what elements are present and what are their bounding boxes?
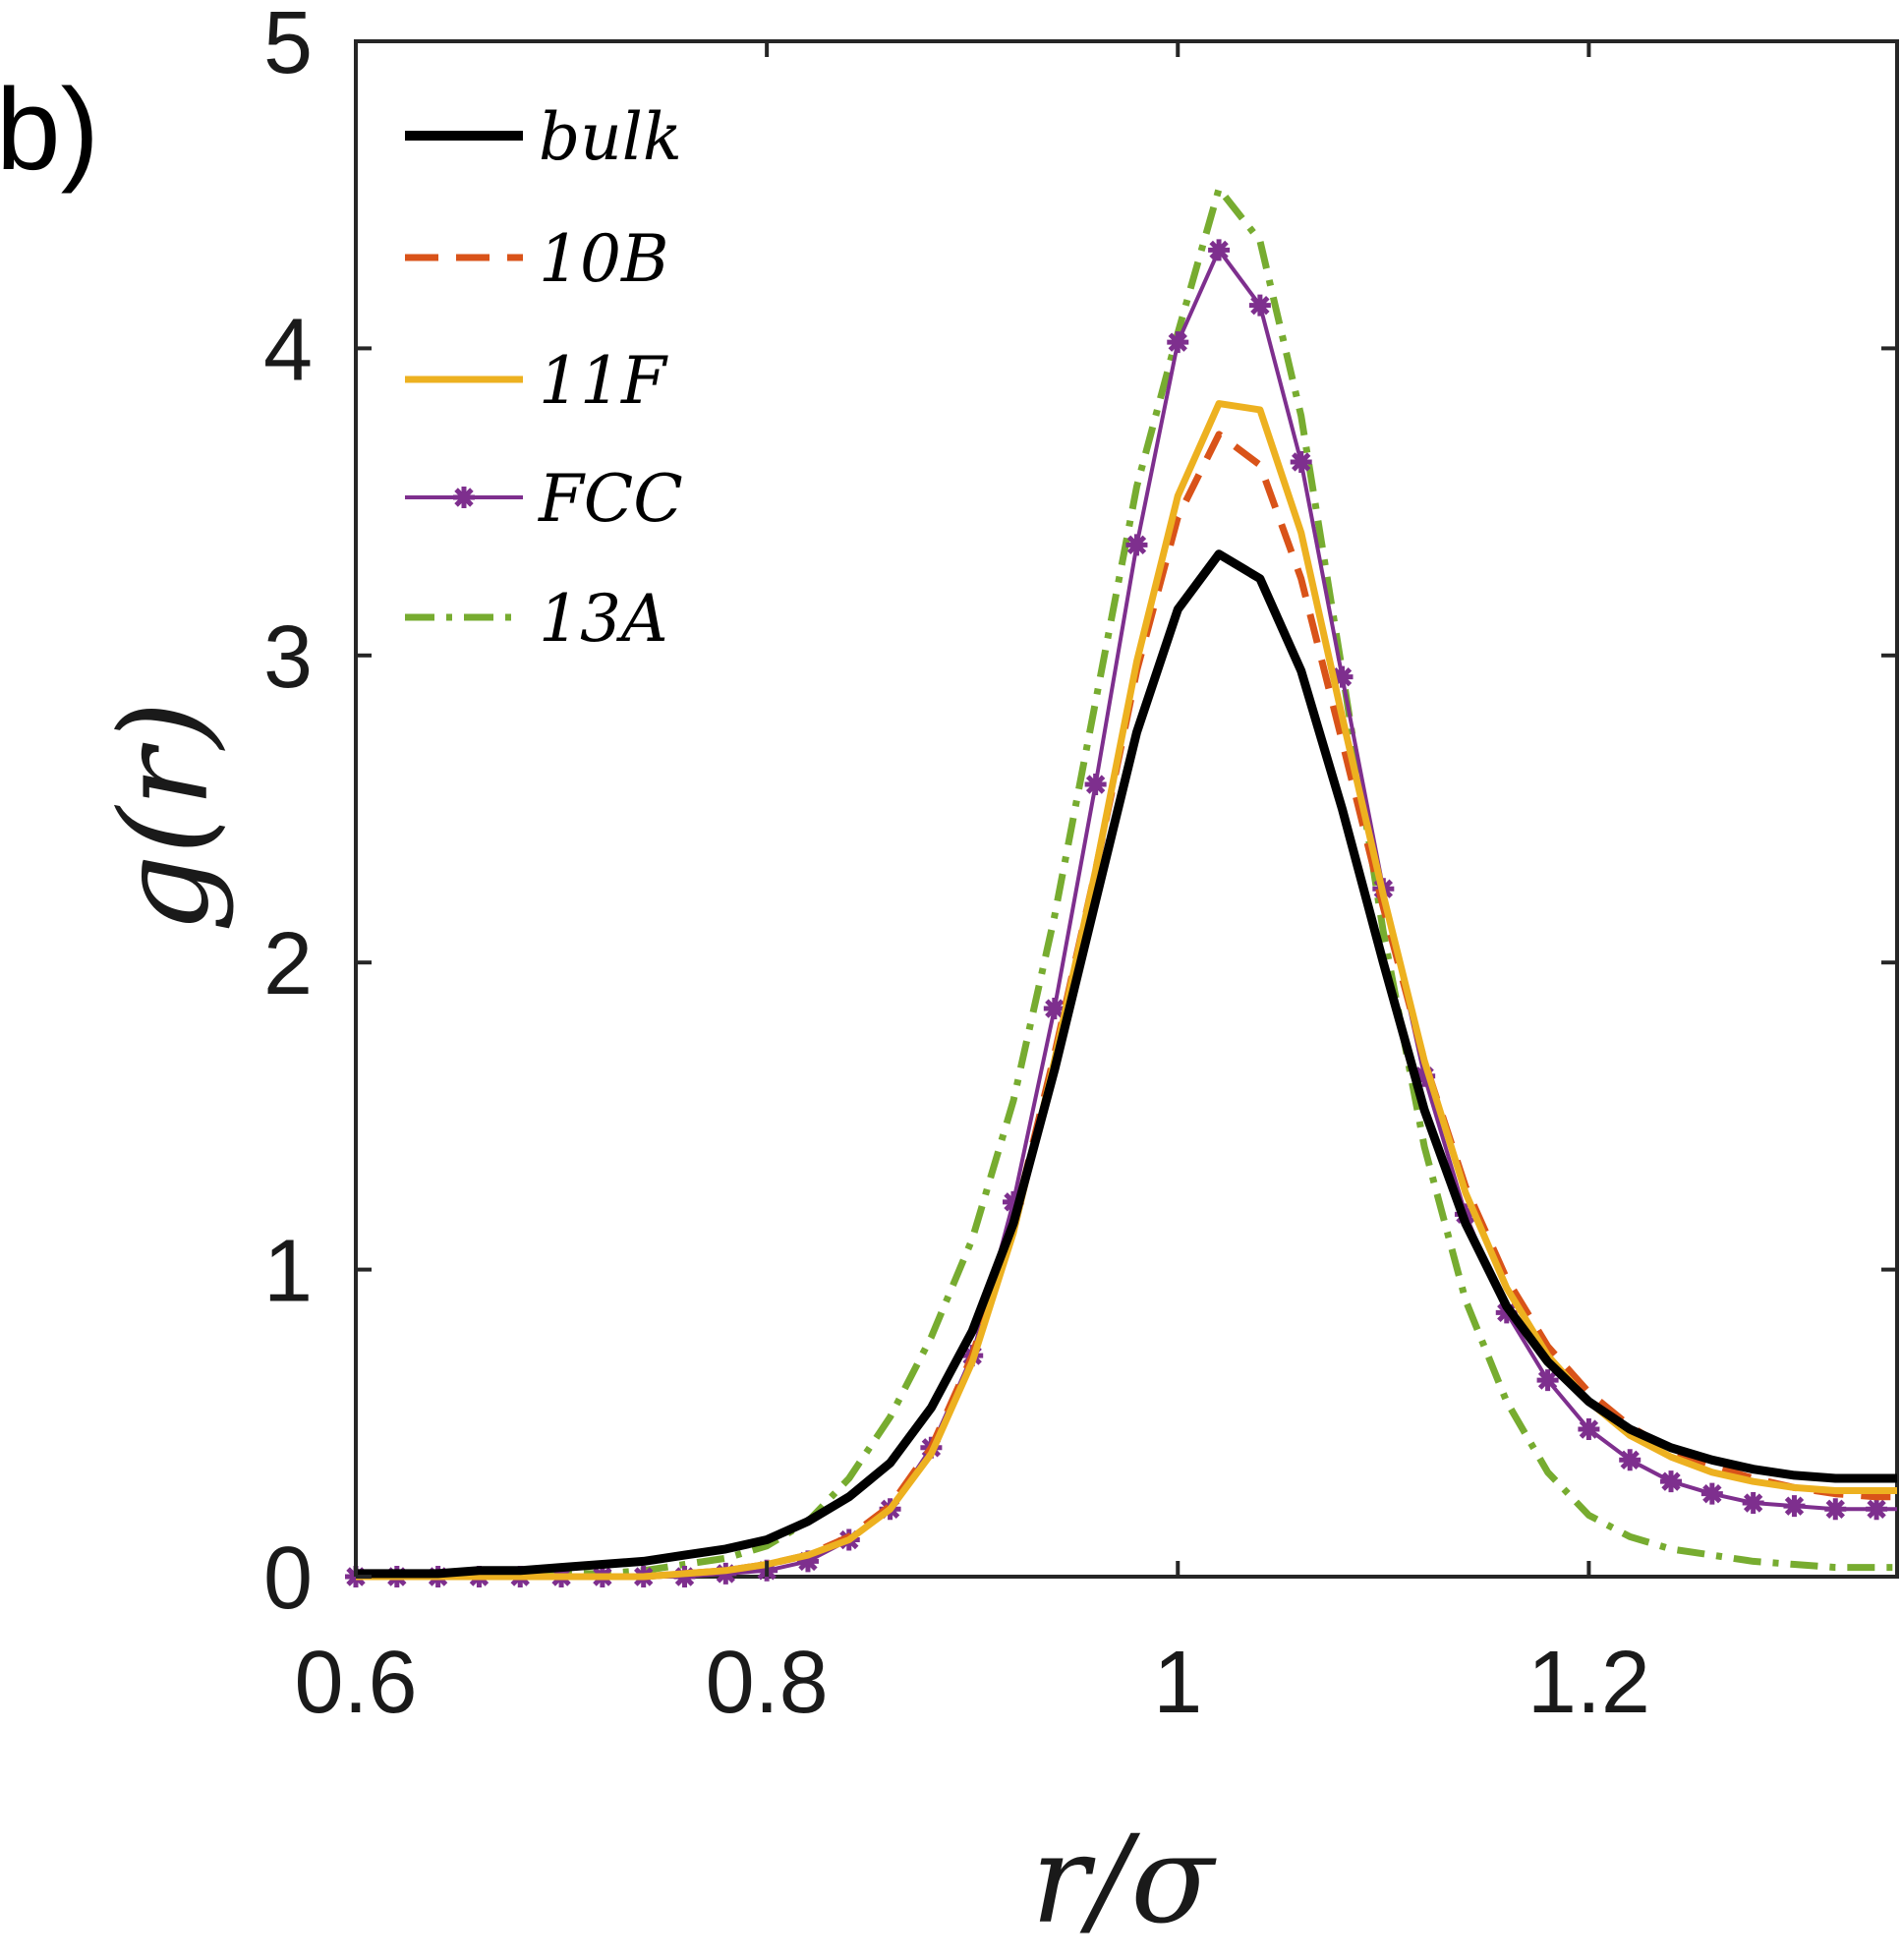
series-line-11F: [356, 400, 1897, 1581]
series-point-FCC: [1331, 665, 1354, 688]
x-tick-label: 1: [1153, 1634, 1202, 1732]
series-point-FCC: [1208, 239, 1231, 261]
series-point-FCC: [1824, 1498, 1847, 1521]
series-point-FCC: [1866, 1498, 1888, 1521]
series-point-FCC: [1290, 450, 1312, 473]
y-tick-label: 0: [263, 1529, 313, 1628]
series-line-FCC: [356, 248, 1897, 1579]
series-point-FCC: [1742, 1492, 1764, 1515]
series-point-FCC: [796, 1550, 819, 1573]
legend-label-13A: 13A: [539, 581, 668, 657]
star-marker: [796, 1550, 819, 1573]
legend-label-10B: 10B: [539, 221, 668, 297]
series-point-FCC: [1783, 1495, 1806, 1518]
star-marker: [1700, 1482, 1723, 1505]
series-point-FCC: [1413, 1065, 1436, 1087]
star-marker: [1003, 1190, 1025, 1213]
series-point-FCC: [1248, 294, 1271, 317]
star-marker: [1536, 1369, 1559, 1392]
axis-group: 0.6 0.8 1 1.2 0 1 2 3 4 5: [263, 0, 1897, 1732]
series-group: [345, 185, 1897, 1587]
legend-label-11F: 11F: [539, 343, 668, 419]
star-marker: [1290, 450, 1312, 473]
star-marker: [1331, 665, 1354, 688]
star-marker: [1125, 534, 1148, 556]
series-point-FCC: [1043, 998, 1066, 1020]
series-point-FCC: [1003, 1190, 1025, 1213]
series-line-13A: [356, 185, 1897, 1581]
series-point-FCC: [1536, 1369, 1559, 1392]
y-tick-label: 5: [263, 0, 313, 92]
series-point-FCC: [1084, 774, 1107, 796]
panel-label: b): [0, 65, 99, 195]
series-point-FCC: [1660, 1470, 1683, 1493]
star-marker: [1824, 1498, 1847, 1521]
x-tick-label: 0.6: [294, 1634, 417, 1732]
star-marker: [1084, 774, 1107, 796]
x-tick-label: 1.2: [1527, 1634, 1650, 1732]
y-axis-title: g(r): [94, 701, 236, 932]
y-tick-label: 3: [263, 608, 313, 707]
plot-frame: [354, 39, 1899, 1579]
series-point-FCC: [1167, 331, 1189, 354]
legend-label-bulk: bulk: [539, 99, 682, 175]
series-point-FCC: [1619, 1449, 1642, 1471]
star-marker: [1742, 1492, 1764, 1515]
series-line-bulk: [356, 549, 1897, 1579]
series-point-FCC: [1700, 1482, 1723, 1505]
legend-star-marker: [453, 487, 475, 508]
legend-label-FCC: FCC: [538, 461, 683, 537]
star-marker: [1660, 1470, 1683, 1493]
star-marker: [1043, 998, 1066, 1020]
y-tick-label: 1: [263, 1223, 313, 1321]
star-marker: [1578, 1418, 1600, 1441]
y-tick-label: 4: [263, 301, 313, 399]
star-marker: [1783, 1495, 1806, 1518]
x-axis-title: r/σ: [1031, 1810, 1217, 1951]
legend: bulk 10B 11F FCC 13A: [405, 99, 683, 657]
star-marker: [1866, 1498, 1888, 1521]
series-point-FCC: [1125, 534, 1148, 556]
star-marker: [1248, 294, 1271, 317]
series-point-FCC: [1578, 1418, 1600, 1441]
x-tick-label: 0.8: [706, 1634, 829, 1732]
star-marker: [1619, 1449, 1642, 1471]
star-marker: [1413, 1065, 1436, 1087]
star-marker: [1208, 239, 1231, 261]
y-tick-label: 2: [263, 915, 313, 1013]
star-marker: [1167, 331, 1189, 354]
